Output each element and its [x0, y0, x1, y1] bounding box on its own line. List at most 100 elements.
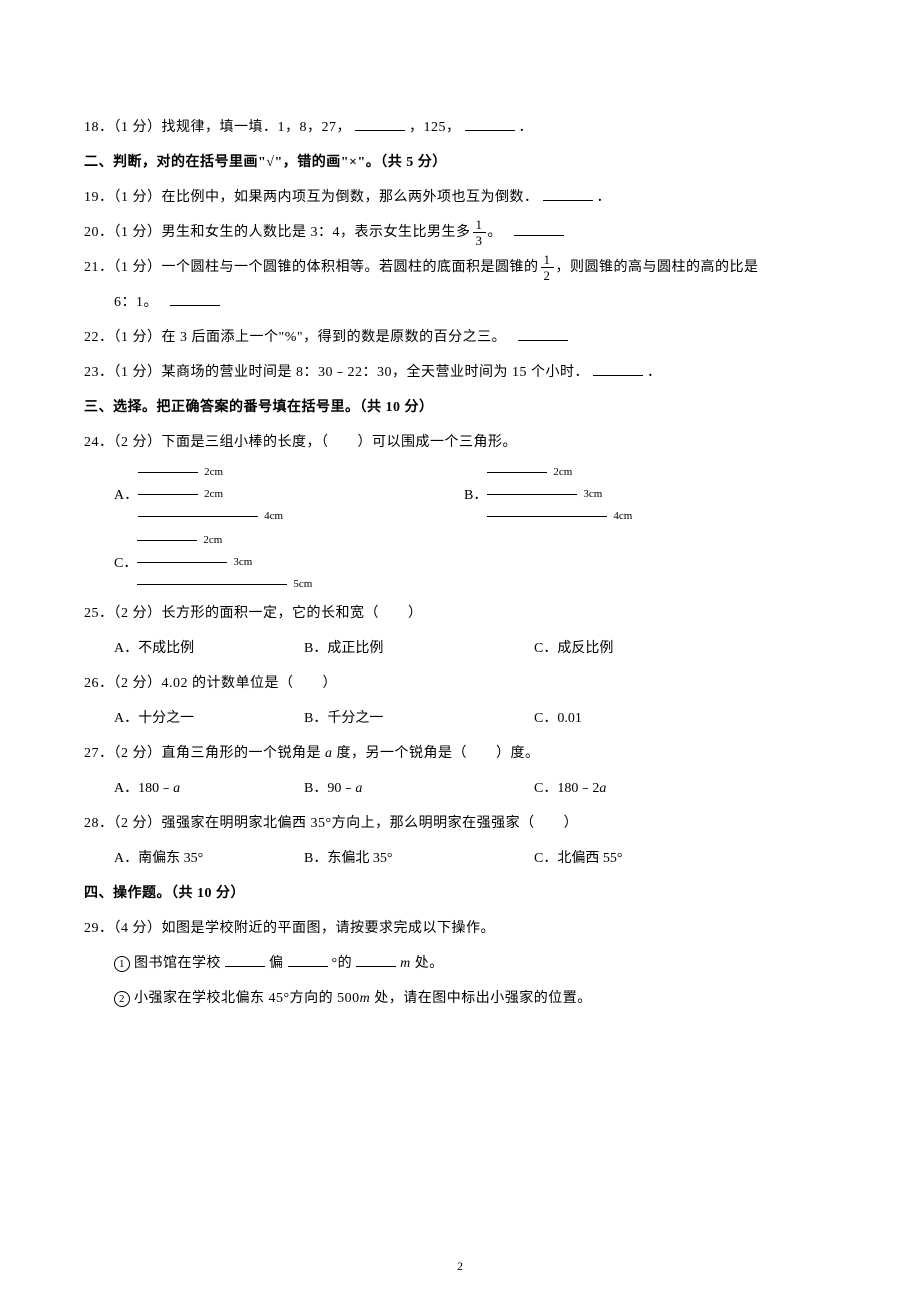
q24-optA: A． 2cm 2cm 4cm: [114, 460, 464, 528]
q18-end: ．: [519, 120, 534, 135]
optA-label: A．: [114, 484, 138, 504]
q28-optA: A．南偏东 35°: [114, 841, 304, 876]
optB-pre: B．90﹣: [304, 781, 355, 796]
blank[interactable]: [518, 325, 568, 341]
q22: 22．（1 分）在 3 后面添上一个"%"，得到的数是原数的百分之三。: [84, 320, 836, 355]
q18-mid: ，125，: [409, 120, 461, 135]
stick: 5cm: [137, 578, 312, 590]
blank[interactable]: [514, 220, 564, 236]
blank[interactable]: [593, 360, 643, 376]
q23: 23．（1 分）某商场的营业时间是 8：30﹣22：30，全天营业时间为 15 …: [84, 355, 836, 390]
q29-sub2: 2 小强家在学校北偏东 45°方向的 500m 处，请在图中标出小强家的位置。: [84, 981, 836, 1016]
q29-s1-post: 处。: [411, 956, 444, 971]
blank[interactable]: [543, 185, 593, 201]
stick-label: 2cm: [203, 534, 222, 546]
frac-den: 2: [541, 268, 554, 283]
section4-title: 四、操作题。（共 10 分）: [84, 876, 836, 911]
q28-options: A．南偏东 35° B．东偏北 35° C．北偏西 55°: [84, 841, 836, 876]
stick-label: 4cm: [613, 510, 632, 522]
blank[interactable]: [355, 115, 405, 131]
q24-optB: B． 2cm 3cm 4cm: [464, 460, 632, 528]
stick: 2cm: [138, 488, 283, 500]
sticks-b: 2cm 3cm 4cm: [487, 460, 632, 528]
q28-text: 28．（2 分）强强家在明明家北偏西 35°方向上，那么明明家在强强家（ ）: [84, 806, 836, 841]
q26-optC: C．0.01: [534, 701, 582, 736]
stick-bar: [138, 516, 258, 517]
q29-s1-pre: 图书馆在学校: [134, 956, 221, 971]
q29-s2-pre: 小强家在学校北偏东 45°方向的 500: [134, 991, 360, 1006]
q24-optC: C． 2cm 3cm 5cm: [114, 528, 312, 596]
fraction: 12: [541, 252, 554, 283]
blank[interactable]: [465, 115, 515, 131]
stick-label: 4cm: [264, 510, 283, 522]
q29-s1-m1: 偏: [269, 956, 284, 971]
q21-prefix: 21．（1 分）一个圆柱与一个圆锥的体积相等。若圆柱的底面积是圆锥的: [84, 260, 539, 275]
var-a: a: [355, 781, 362, 796]
q28-optC: C．北偏西 55°: [534, 841, 622, 876]
stick-bar: [137, 584, 287, 585]
q21-suffix: ，则圆锥的高与圆柱的高的比是: [556, 260, 759, 275]
q22-text: 22．（1 分）在 3 后面添上一个"%"，得到的数是原数的百分之三。: [84, 330, 499, 345]
stick-bar: [137, 562, 227, 563]
q27-optC: C．180﹣2a: [534, 771, 606, 806]
var-a: a: [325, 746, 333, 761]
q29-sub1: 1图书馆在学校偏°的m 处。: [84, 946, 836, 981]
optB-label: B．: [464, 484, 487, 504]
q27-options: A．180﹣a B．90﹣a C．180﹣2a: [84, 771, 836, 806]
var-m: m: [400, 956, 411, 971]
stick: 2cm: [138, 466, 283, 478]
stick-bar: [487, 516, 607, 517]
blank[interactable]: [225, 951, 265, 967]
stick-bar: [138, 494, 198, 495]
q29-s2-post: 处，请在图中标出小强家的位置。: [370, 991, 592, 1006]
q24-row1: A． 2cm 2cm 4cm B． 2cm 3cm 4cm: [84, 460, 836, 528]
frac-num: 1: [541, 252, 554, 268]
fraction: 13: [473, 217, 486, 248]
stick-label: 3cm: [583, 488, 602, 500]
blank[interactable]: [356, 951, 396, 967]
stick-bar: [138, 472, 198, 473]
stick: 2cm: [137, 534, 312, 546]
q23-text: 23．（1 分）某商场的营业时间是 8：30﹣22：30，全天营业时间为 15 …: [84, 365, 589, 380]
blank[interactable]: [170, 290, 220, 306]
stick: 3cm: [137, 556, 312, 568]
q24-row2: C． 2cm 3cm 5cm: [84, 528, 836, 596]
stick-label: 5cm: [293, 578, 312, 590]
q25-text: 25．（2 分）长方形的面积一定，它的长和宽（ ）: [84, 596, 836, 631]
stick-bar: [487, 472, 547, 473]
q21-l2: 6：1。: [114, 295, 151, 310]
q18-text: 18．（1 分）找规律，填一填．1，8，27，: [84, 120, 351, 135]
stick: 2cm: [487, 466, 632, 478]
q27-post: 度，另一个锐角是（ ）度。: [333, 746, 540, 761]
var-a: a: [173, 781, 180, 796]
optC-label: C．: [114, 552, 137, 572]
page-number: 2: [0, 1259, 920, 1274]
q19: 19．（1 分）在比例中，如果两内项互为倒数，那么两外项也互为倒数．．: [84, 180, 836, 215]
q27-optA: A．180﹣a: [114, 771, 304, 806]
q25-optC: C．成反比例: [534, 631, 613, 666]
optC-pre: C．180﹣2: [534, 781, 599, 796]
stick: 4cm: [138, 510, 283, 522]
stick-bar: [137, 540, 197, 541]
stick-label: 2cm: [553, 466, 572, 478]
var-a: a: [599, 781, 606, 796]
stick-bar: [487, 494, 577, 495]
var-m: m: [360, 991, 371, 1006]
circled-2: 2: [114, 991, 130, 1007]
q26-options: A．十分之一 B．千分之一 C．0.01: [84, 701, 836, 736]
sticks-a: 2cm 2cm 4cm: [138, 460, 283, 528]
stick-label: 2cm: [204, 488, 223, 500]
frac-den: 3: [473, 233, 486, 248]
q20-suffix: 。: [488, 225, 496, 240]
q18: 18．（1 分）找规律，填一填．1，8，27， ，125， ．: [84, 110, 836, 145]
q25-options: A．不成比例 B．成正比例 C．成反比例: [84, 631, 836, 666]
section2-title: 二、判断，对的在括号里画"√"，错的画"×"。（共 5 分）: [84, 145, 836, 180]
blank[interactable]: [288, 951, 328, 967]
q27-optB: B．90﹣a: [304, 771, 534, 806]
frac-num: 1: [473, 217, 486, 233]
q21-line2: 6：1。: [84, 285, 836, 320]
circled-1: 1: [114, 956, 130, 972]
q26-text: 26．（2 分）4.02 的计数单位是（ ）: [84, 666, 836, 701]
q26-optA: A．十分之一: [114, 701, 304, 736]
q23-end: ．: [647, 365, 662, 380]
